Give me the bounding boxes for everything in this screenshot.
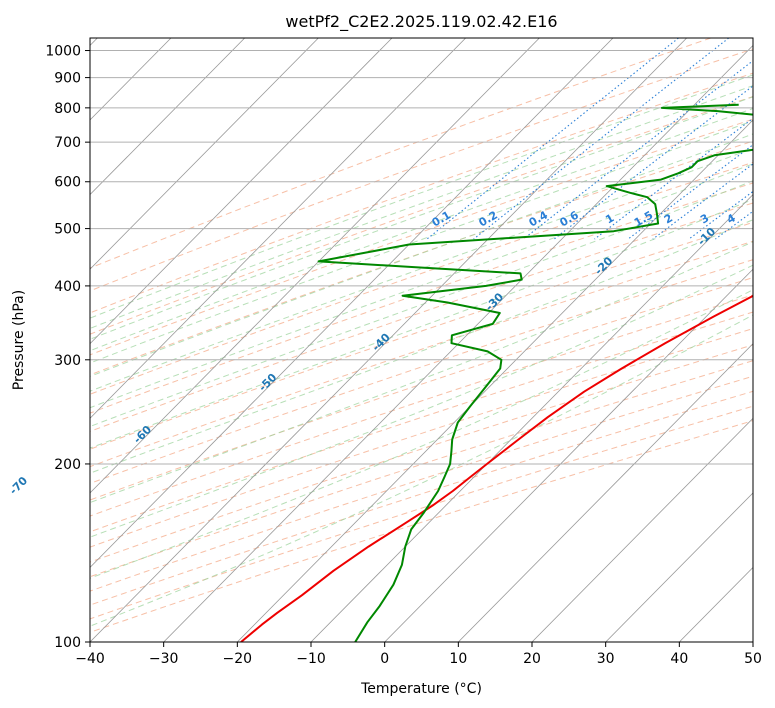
mixing-ratio-label: 0.1 (430, 208, 453, 229)
x-tick-label: −30 (149, 651, 179, 667)
dry-adiabat (90, 140, 753, 376)
y-tick-label: 400 (54, 279, 81, 295)
dry-adiabat (90, 420, 753, 633)
mixing-ratio-labels: 0.1 0.2 0.4 0.6 1 1.5 2 3 4 (430, 208, 738, 229)
y-tick-label: 500 (54, 222, 81, 238)
temperature-trace (240, 294, 753, 642)
x-tick-label: 50 (744, 651, 762, 667)
background-lines (90, 38, 775, 642)
dry-adiabat (90, 277, 753, 501)
isotherm-line (90, 38, 687, 642)
moist-adiabat (90, 74, 753, 319)
pressure-gridlines (90, 50, 753, 643)
isotherm-line (458, 343, 753, 642)
y-axis: 100 200 300 400 500 600 700 800 900 1000 (45, 44, 90, 651)
x-tick-label: −10 (296, 651, 326, 667)
dry-adiabat (90, 375, 753, 592)
dry-adiabat (90, 311, 753, 533)
plot-frame (89, 37, 754, 643)
isotherm-label: -50 (256, 371, 279, 394)
isotherm-line (310, 194, 753, 642)
x-tick-label: −20 (223, 651, 253, 667)
mixing-ratio-label: 0.6 (557, 208, 581, 229)
moist-adiabat (90, 180, 753, 427)
y-tick-label: 600 (54, 175, 81, 191)
isotherm-line (90, 38, 393, 345)
mixing-ratio-line (473, 38, 730, 240)
isotherm-line (90, 38, 540, 494)
x-tick-label: 10 (449, 651, 467, 667)
isotherm-label: -40 (370, 330, 393, 353)
isotherm-label: -70 (7, 474, 30, 497)
dry-adiabat (90, 182, 753, 414)
dry-adiabat (90, 161, 753, 395)
mixing-ratio-line (652, 163, 753, 240)
isotherm-line (679, 566, 753, 642)
dry-adiabat (90, 96, 753, 335)
y-tick-label: 200 (54, 457, 81, 473)
moist-adiabat (90, 85, 753, 329)
dry-adiabat (90, 221, 753, 450)
isotherm-line (163, 44, 753, 642)
mixing-ratio-line (426, 38, 679, 240)
isotherm-label: -20 (592, 254, 615, 277)
chart-title: wetPf2_C2E2.2025.119.02.42.E16 (285, 12, 557, 32)
mixing-ratio-label: 1 (603, 211, 616, 226)
dry-adiabat (90, 405, 753, 620)
moist-adiabat (90, 107, 753, 352)
y-tick-label: 1000 (45, 44, 81, 60)
y-tick-label: 700 (54, 135, 81, 151)
sounding-traces (240, 103, 753, 642)
y-tick-label: 800 (54, 101, 81, 117)
dry-adiabat (90, 202, 753, 432)
x-axis-label: Temperature (°C) (360, 681, 482, 697)
mixing-ratio-line (688, 190, 753, 240)
mixing-ratio-line (715, 210, 753, 240)
isotherm-line (90, 38, 466, 419)
mixing-ratio-label: 2 (662, 211, 675, 226)
isotherm-line (237, 119, 753, 642)
mixing-ratio-label: 0.2 (477, 208, 500, 229)
isotherm-line (605, 492, 753, 642)
y-tick-label: 100 (54, 635, 81, 651)
mixing-ratio-label: 0.4 (527, 208, 551, 229)
x-tick-label: 40 (670, 651, 688, 667)
isotherm-line (384, 268, 753, 642)
x-tick-label: 30 (597, 651, 615, 667)
dry-adiabat (90, 118, 753, 356)
y-tick-label: 300 (54, 353, 81, 369)
dry-adiabat (90, 240, 753, 468)
moist-adiabat (90, 314, 753, 627)
isotherm-line (90, 38, 614, 568)
mixing-ratio-label: 3 (698, 211, 711, 226)
y-tick-label: 900 (54, 71, 81, 87)
dry-adiabat (90, 390, 753, 606)
isotherm-line (752, 641, 753, 642)
mixing-ratio-line (594, 117, 753, 240)
dewpoint-trace (317, 103, 753, 642)
mixing-ratio-line (754, 38, 775, 239)
mixing-ratio-line (523, 60, 753, 240)
x-tick-label: −40 (75, 651, 105, 667)
y-axis-label: Pressure (hPa) (11, 290, 27, 390)
isotherm-line (531, 417, 753, 642)
isotherm-line (90, 38, 245, 196)
dry-adiabat (90, 259, 753, 485)
isotherm-line (90, 38, 319, 270)
mixing-ratio-label: 4 (725, 211, 738, 226)
x-axis: −40 −30 −20 −10 0 10 20 30 40 50 (75, 642, 762, 667)
moist-adiabat (90, 219, 753, 474)
x-tick-label: 0 (380, 651, 389, 667)
x-tick-label: 20 (523, 651, 541, 667)
dry-adiabat (90, 38, 711, 269)
